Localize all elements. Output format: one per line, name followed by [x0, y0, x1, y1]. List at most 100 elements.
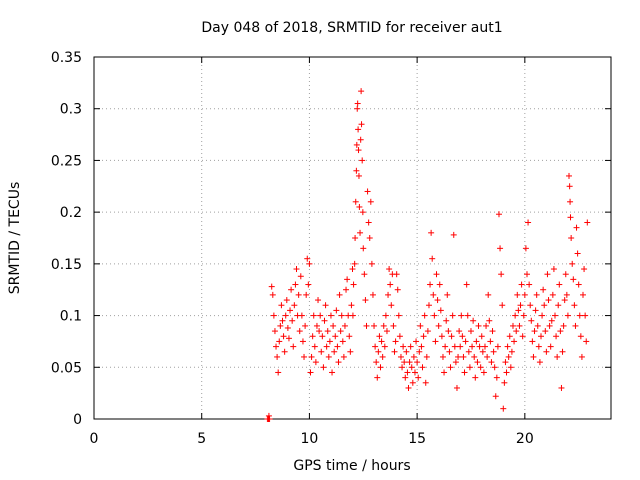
data-point	[280, 333, 287, 340]
data-point	[483, 322, 490, 329]
data-point	[387, 281, 394, 288]
y-tick-label: 0.15	[51, 257, 82, 273]
data-point	[335, 359, 342, 366]
data-point	[511, 338, 518, 345]
data-point	[478, 333, 485, 340]
data-point	[373, 359, 380, 366]
data-point	[481, 343, 488, 350]
data-point	[542, 328, 549, 335]
data-point	[422, 379, 429, 386]
data-point	[471, 353, 478, 360]
data-point	[429, 255, 436, 262]
data-point	[323, 343, 330, 350]
data-point	[285, 335, 292, 342]
data-point	[344, 276, 351, 283]
data-point	[305, 281, 312, 288]
y-tick-label: 0.05	[51, 360, 82, 376]
data-point	[568, 235, 575, 241]
data-point	[575, 281, 582, 288]
data-point	[576, 312, 583, 319]
data-point	[494, 343, 501, 350]
data-point	[402, 374, 409, 381]
data-point	[354, 105, 361, 112]
data-point	[380, 322, 387, 329]
data-point	[474, 359, 481, 366]
data-point	[414, 359, 421, 366]
data-point	[421, 312, 428, 319]
data-point	[558, 384, 565, 391]
data-point	[274, 353, 281, 360]
data-point	[532, 307, 539, 314]
data-points	[264, 88, 591, 422]
chart-title: Day 048 of 2018, SRMTID for receiver aut…	[201, 20, 502, 36]
data-point	[332, 333, 339, 340]
data-point	[486, 317, 493, 324]
data-point	[281, 348, 288, 355]
data-point	[418, 343, 425, 350]
data-point	[569, 260, 576, 267]
data-point	[307, 369, 314, 376]
data-point	[545, 297, 552, 304]
data-point	[302, 322, 309, 329]
data-point	[279, 317, 286, 324]
data-point	[458, 312, 465, 319]
y-tick-label: 0.25	[51, 153, 82, 169]
data-point	[533, 291, 540, 298]
data-point	[515, 307, 522, 314]
data-point	[567, 198, 574, 205]
data-point	[578, 353, 585, 360]
data-point	[379, 353, 386, 360]
data-point	[336, 291, 343, 298]
data-point	[298, 312, 305, 319]
data-point	[293, 266, 300, 273]
data-point	[546, 322, 553, 329]
data-point	[283, 297, 290, 304]
y-tick-label: 0.35	[51, 50, 82, 66]
data-point	[457, 343, 464, 350]
data-point	[330, 322, 337, 329]
data-point	[273, 343, 280, 350]
data-point	[543, 348, 550, 355]
data-point	[521, 291, 528, 298]
data-point	[499, 302, 506, 309]
data-point	[316, 328, 323, 335]
data-point	[413, 338, 420, 345]
data-point	[417, 322, 424, 329]
data-point	[408, 364, 415, 371]
data-point	[480, 369, 487, 376]
data-point	[473, 338, 480, 345]
data-point	[522, 245, 529, 252]
data-point	[509, 322, 516, 329]
data-point	[514, 291, 521, 298]
data-point	[541, 302, 548, 309]
data-point	[500, 405, 507, 412]
data-point	[464, 312, 471, 319]
data-point	[391, 348, 398, 355]
data-point	[553, 333, 560, 340]
data-point	[461, 369, 468, 376]
data-point	[479, 348, 486, 355]
data-point	[265, 412, 272, 419]
data-point	[382, 312, 389, 319]
data-point	[378, 338, 385, 345]
data-point	[508, 348, 515, 355]
data-point	[529, 338, 536, 345]
data-point	[456, 328, 463, 335]
data-point	[438, 333, 445, 340]
data-point	[299, 338, 306, 345]
data-point	[423, 353, 430, 360]
data-point	[362, 297, 369, 304]
data-point	[491, 364, 498, 371]
data-point	[432, 338, 439, 345]
data-point	[397, 353, 404, 360]
data-point	[574, 250, 581, 257]
data-point	[360, 245, 367, 252]
data-point	[377, 364, 384, 371]
data-point	[583, 338, 590, 345]
data-point	[564, 312, 571, 319]
data-point	[489, 328, 496, 335]
data-point	[322, 302, 329, 309]
data-point	[341, 322, 348, 329]
data-point	[321, 317, 328, 324]
